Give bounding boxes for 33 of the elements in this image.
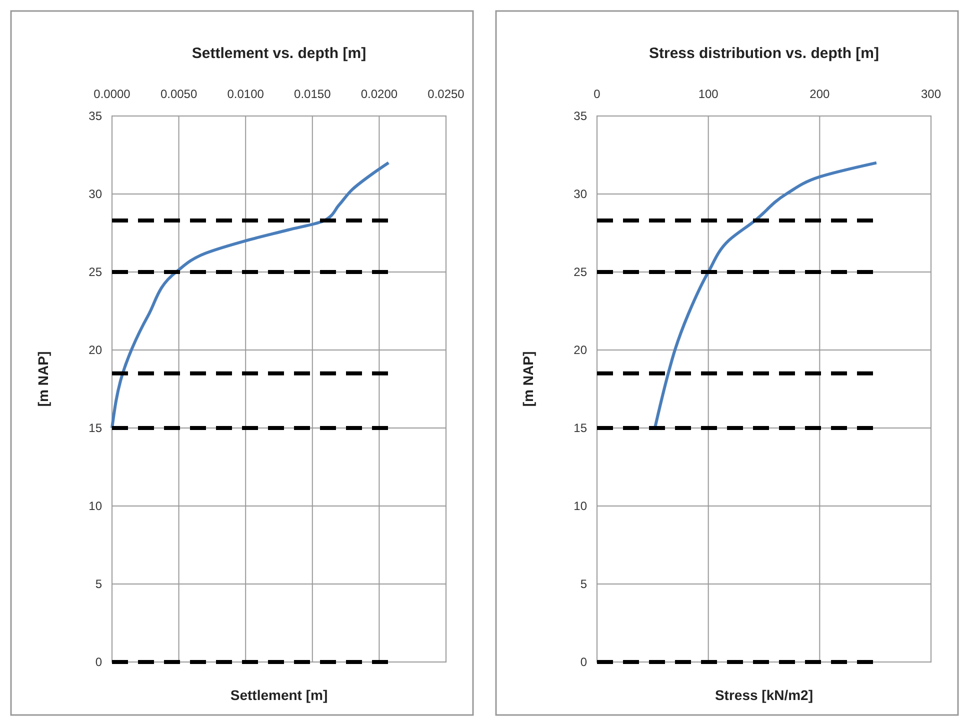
- y-tick-label: 35: [88, 109, 102, 123]
- y-tick-label: 20: [88, 343, 102, 357]
- x-tick-label: 0.0050: [160, 87, 198, 101]
- x-tick-label: 0.0100: [227, 87, 264, 101]
- y-tick-label: 0: [95, 655, 102, 669]
- x-tick-label: 100: [698, 87, 719, 101]
- chart-title: Settlement vs. depth [m]: [192, 45, 366, 62]
- y-tick-label: 15: [88, 421, 102, 435]
- y-tick-label: 10: [88, 499, 102, 513]
- x-tick-label: 0.0150: [294, 87, 332, 101]
- y-axis-title: [m NAP]: [520, 351, 536, 407]
- x-tick-label: 0.0200: [360, 87, 398, 101]
- y-tick-label: 5: [580, 577, 588, 591]
- y-tick-label: 25: [88, 265, 102, 279]
- y-tick-label: 20: [574, 343, 588, 357]
- y-tick-label: 25: [574, 265, 588, 279]
- y-tick-label: 30: [88, 187, 102, 201]
- y-tick-label: 15: [574, 421, 588, 435]
- x-tick-label: 0: [594, 87, 601, 101]
- y-axis-title: [m NAP]: [35, 351, 51, 407]
- x-tick-label: 0.0250: [428, 87, 465, 101]
- x-tick-label: 0.0000: [94, 87, 131, 101]
- y-tick-label: 30: [574, 187, 588, 201]
- x-axis-title: Settlement [m]: [230, 687, 328, 703]
- x-axis-title: Stress [kN/m2]: [714, 687, 814, 703]
- y-tick-label: 5: [95, 577, 102, 591]
- x-tick-label: 200: [810, 87, 830, 101]
- line-series: [110, 161, 390, 430]
- y-tick-label: 35: [574, 109, 588, 123]
- chart-title: Stress distribution vs. depth [m]: [648, 45, 880, 62]
- y-tick-label: 0: [580, 655, 588, 669]
- x-tick-label: 300: [920, 87, 942, 101]
- y-tick-label: 10: [574, 499, 588, 513]
